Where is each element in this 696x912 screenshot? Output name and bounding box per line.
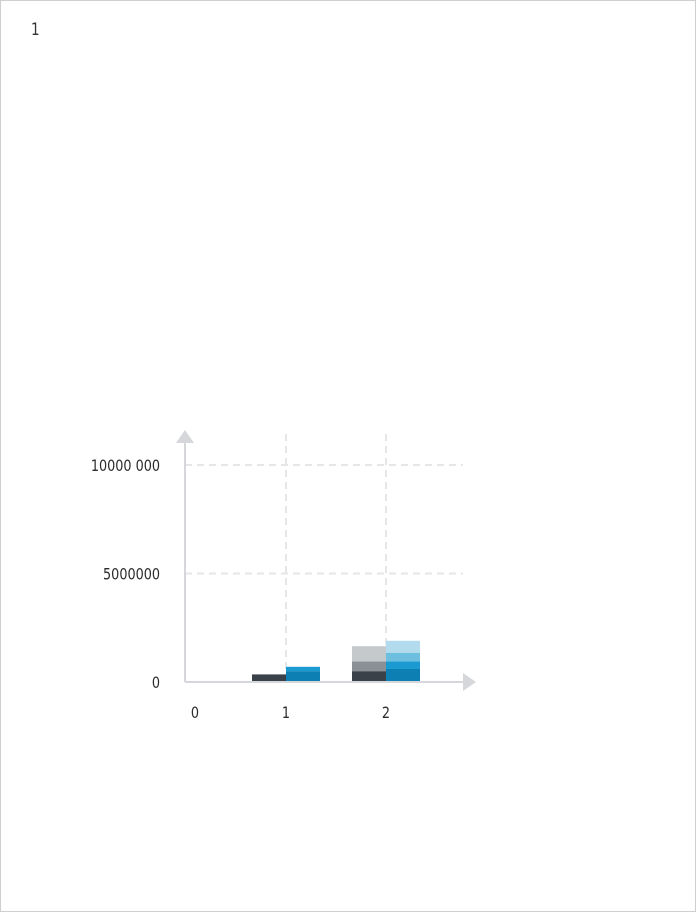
bar-segment: [386, 640, 420, 653]
bar-segment: [386, 668, 420, 682]
x-axis-arrow: [463, 673, 476, 691]
x-tick-label: 1: [282, 705, 290, 723]
bar-segment: [386, 661, 420, 669]
bar-segment: [352, 646, 386, 662]
bar-segment: [252, 674, 286, 682]
y-axis-arrow: [176, 430, 194, 443]
y-tick-label: 10000 000: [91, 458, 160, 476]
grid: [185, 434, 463, 682]
x-tick-label: 2: [382, 705, 390, 723]
axes: [176, 430, 476, 691]
bar-segment: [352, 661, 386, 672]
page-number: 1: [31, 20, 40, 40]
bars: [252, 640, 420, 682]
bar-segment: [286, 671, 320, 682]
y-tick-label: 0: [152, 675, 160, 693]
bar-segment: [352, 671, 386, 682]
x-tick-label: 0: [191, 705, 199, 723]
bar-segment: [386, 652, 420, 662]
tick-labels: 0 5000000 10000 000 0 1 2: [91, 458, 390, 723]
y-tick-label: 5000000: [103, 566, 160, 584]
bar-segment: [286, 666, 320, 672]
